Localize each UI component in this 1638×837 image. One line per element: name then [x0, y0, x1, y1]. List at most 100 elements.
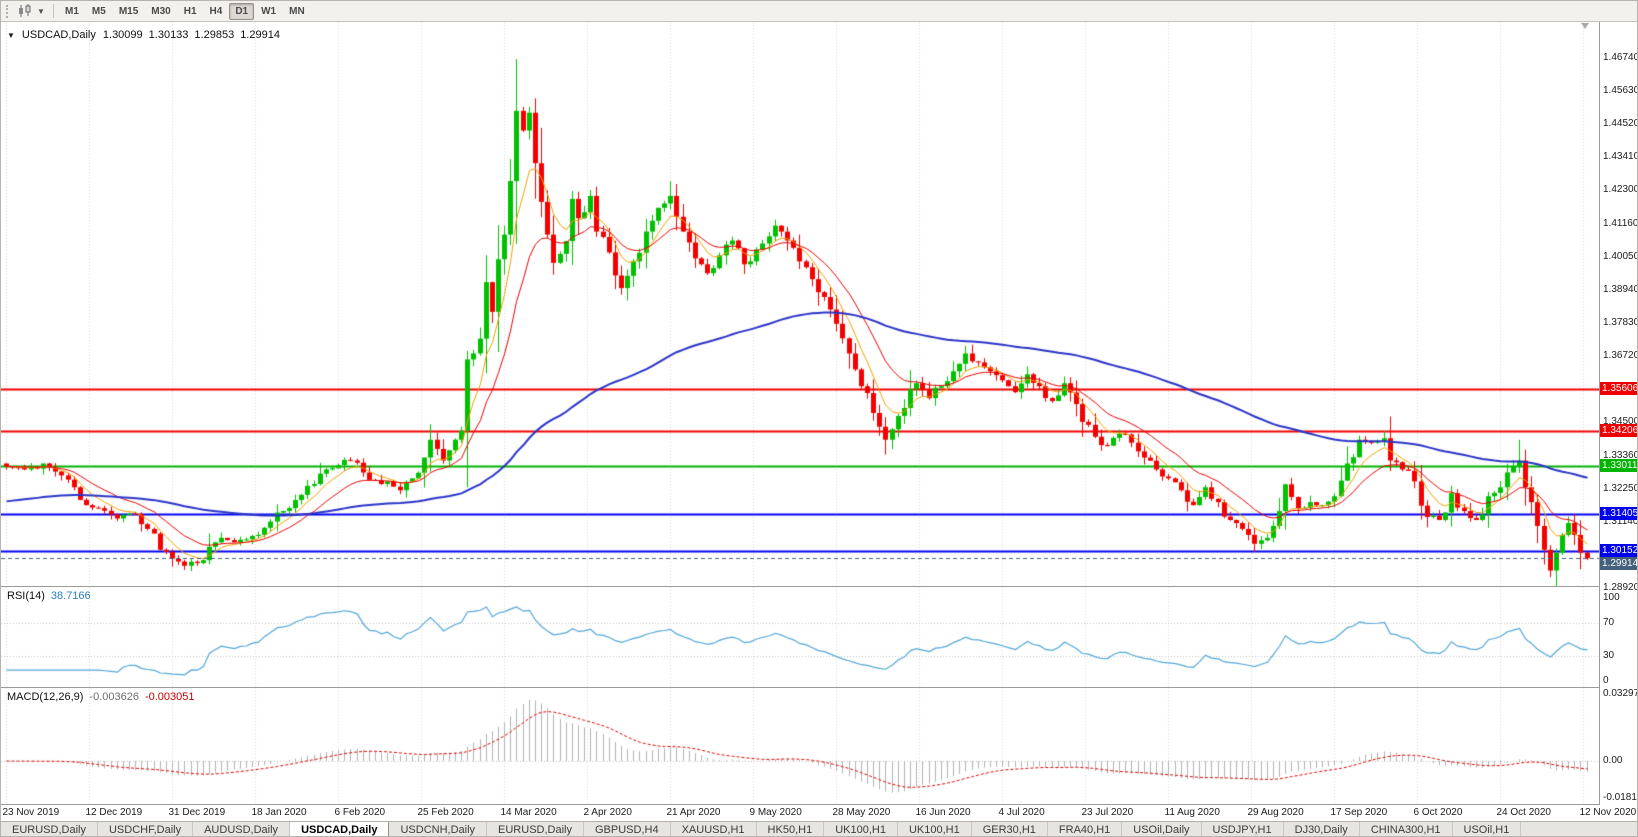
timeframe-buttons-group: M1 M5 M15 M30 H1 H4 D1 W1 MN: [59, 2, 312, 20]
chart-tab-uk100-h1[interactable]: UK100,H1: [898, 822, 972, 836]
price-axis-label: 1.41160: [1603, 217, 1638, 229]
rsi-indicator-canvas[interactable]: [1, 587, 1599, 687]
chart-tab-uk100-h1[interactable]: UK100,H1: [824, 822, 898, 836]
chart-tab-usdcad-daily[interactable]: USDCAD,Daily: [290, 822, 390, 836]
chart-tab-xauusd-h1[interactable]: XAUUSD,H1: [671, 822, 757, 836]
date-axis[interactable]: 23 Nov 2019 12 Dec 2019 31 Dec 2019 18 Jan …: [1, 805, 1637, 821]
price-axis-label: 1.37830: [1603, 316, 1638, 328]
date-axis-label: 2 Apr 2020: [583, 807, 632, 818]
chart-tab-usoil-daily[interactable]: USOil,Daily: [1122, 822, 1202, 836]
macd-indicator-canvas[interactable]: [1, 688, 1599, 804]
chart-tab-hk50-h1[interactable]: HK50,H1: [757, 822, 825, 836]
date-axis-label: 9 May 2020: [749, 807, 802, 818]
date-axis-label: 21 Apr 2020: [666, 807, 721, 818]
chart-tab-china300-h1[interactable]: CHINA300,H1: [1360, 822, 1453, 836]
timeframe-button-h4[interactable]: H4: [209, 5, 223, 17]
date-axis-label: 14 Mar 2020: [500, 807, 557, 818]
timeframe-button-m15[interactable]: M15: [118, 5, 139, 17]
timeframe-button-mn[interactable]: MN: [289, 5, 305, 17]
chart-tab-eurusd-daily[interactable]: EURUSD,Daily: [487, 822, 584, 836]
price-axis-separator: [1599, 22, 1600, 805]
macd-axis-label: -0.018154: [1603, 792, 1637, 803]
chart-type-dropdown-icon[interactable]: ▼: [37, 6, 45, 16]
timeframe-button-m30[interactable]: M30: [151, 5, 171, 17]
macd-axis-label: 0.032972: [1603, 688, 1637, 699]
macd-main-value: -0.003626: [89, 691, 139, 703]
timeframe-button-m5[interactable]: M5: [91, 5, 106, 17]
date-axis-label: 25 Feb 2020: [417, 807, 474, 818]
price-axis-label: 1.43410: [1603, 150, 1638, 162]
macd-panel-label: MACD(12,26,9) -0.003626 -0.003051: [7, 691, 195, 703]
date-axis-label: 11 Aug 2020: [1164, 807, 1220, 818]
main-chart-canvas[interactable]: [1, 22, 1599, 586]
ohlc-open: 1.30099: [102, 29, 143, 41]
chart-collapse-arrow-icon[interactable]: ▼: [7, 30, 15, 40]
price-axis-label: 1.38940: [1603, 283, 1638, 295]
chart-tab-eurusd-daily[interactable]: EURUSD,Daily: [1, 822, 98, 836]
timeframe-button-m1[interactable]: M1: [65, 5, 79, 17]
chart-tab-ger30-h1[interactable]: GER30,H1: [972, 822, 1048, 836]
price-axis-label: 1.46740: [1603, 51, 1638, 63]
rsi-panel-label: RSI(14) 38.7166: [7, 590, 91, 602]
toolbar-grip[interactable]: [6, 4, 11, 18]
chart-shift-marker[interactable]: [1581, 23, 1589, 29]
date-axis-label: 12 Dec 2019: [85, 807, 143, 818]
price-axis-label: 1.34500: [1603, 415, 1638, 427]
ohlc-low: 1.29853: [194, 29, 235, 41]
date-axis-label: 31 Dec 2019: [168, 807, 226, 818]
price-axis[interactable]: 1.46740 1.45630 1.44520 1.43410 1.42300 1.411…: [1600, 22, 1638, 821]
chart-tab-audusd-daily[interactable]: AUDUSD,Daily: [193, 822, 291, 836]
price-axis-label: 1.45630: [1603, 84, 1638, 96]
date-axis-label: 17 Sep 2020: [1330, 807, 1388, 818]
chart-tab-usdchf-daily[interactable]: USDCHF,Daily: [98, 822, 194, 836]
date-axis-label: 23 Nov 2019: [2, 807, 60, 818]
timeframe-button-d1[interactable]: D1: [229, 2, 255, 20]
price-axis-label: 1.33360: [1603, 449, 1638, 461]
chart-bottom-frame: [1, 804, 1637, 805]
panel-divider-rsi[interactable]: [1, 586, 1637, 587]
macd-axis-label: 0.00: [1603, 755, 1623, 767]
candlestick-chart-icon[interactable]: [16, 3, 34, 19]
date-axis-label: 12 Nov 2020: [1579, 807, 1637, 818]
price-level-tag-bid-price[interactable]: 1.29914: [1600, 557, 1638, 571]
price-axis-label: 1.40050: [1603, 250, 1638, 262]
macd-name: MACD(12,26,9): [7, 691, 84, 703]
date-axis-label: 18 Jan 2020: [251, 807, 307, 818]
toolbar-separator: [53, 4, 54, 18]
ohlc-readout: 1.30099 1.30133 1.29853 1.29914: [103, 29, 280, 41]
price-level-tag-resistance-lower[interactable]: 1.34206: [1600, 423, 1638, 437]
rsi-axis-label: 30: [1603, 650, 1615, 662]
date-axis-label: 6 Oct 2020: [1413, 807, 1463, 818]
rsi-name: RSI(14): [7, 590, 45, 602]
price-axis-label: 1.44520: [1603, 117, 1638, 129]
price-axis-label: 1.32250: [1603, 482, 1638, 494]
date-axis-label: 23 Jul 2020: [1081, 807, 1134, 818]
chart-tab-usdjpy-h1[interactable]: USDJPY,H1: [1202, 822, 1284, 836]
price-axis-label: 1.42300: [1603, 183, 1638, 195]
ohlc-high: 1.30133: [148, 29, 189, 41]
date-axis-label: 28 May 2020: [832, 807, 891, 818]
chart-tab-dj30-daily[interactable]: DJ30,Daily: [1284, 822, 1360, 836]
date-axis-label: 24 Oct 2020: [1496, 807, 1551, 818]
price-level-tag-mid-level[interactable]: 1.33011: [1600, 459, 1638, 473]
panel-divider-macd[interactable]: [1, 687, 1637, 688]
timeframe-button-w1[interactable]: W1: [261, 5, 277, 17]
chart-symbol-label: USDCAD,Daily: [21, 29, 96, 41]
chart-tab-usoil-h1[interactable]: USOil,H1: [1453, 822, 1522, 836]
price-level-tag-resistance-upper[interactable]: 1.35606: [1600, 382, 1638, 395]
chart-tab-usdcnh-daily[interactable]: USDCNH,Daily: [389, 822, 488, 836]
price-axis-label: 1.31140: [1603, 515, 1638, 527]
rsi-axis-label: 70: [1603, 616, 1615, 628]
rsi-axis-label: 0: [1603, 675, 1609, 686]
chart-title: ▼ USDCAD,Daily 1.30099 1.30133 1.29853 1…: [7, 29, 280, 41]
date-axis-label: 29 Aug 2020: [1247, 807, 1304, 818]
date-axis-label: 16 Jun 2020: [915, 807, 971, 818]
timeframe-toolbar: ▼ M1 M5 M15 M30 H1 H4 D1 W1 MN: [1, 1, 1637, 22]
price-level-tag-support-upper[interactable]: 1.31405: [1600, 506, 1638, 520]
macd-signal-value: -0.003051: [144, 691, 195, 703]
chart-tab-gbpusd-h4[interactable]: GBPUSD,H4: [584, 822, 671, 836]
price-level-tag-support-lower[interactable]: 1.30152: [1600, 544, 1638, 558]
chart-tab-fra40-h1[interactable]: FRA40,H1: [1048, 822, 1123, 836]
timeframe-button-h1[interactable]: H1: [183, 5, 197, 17]
